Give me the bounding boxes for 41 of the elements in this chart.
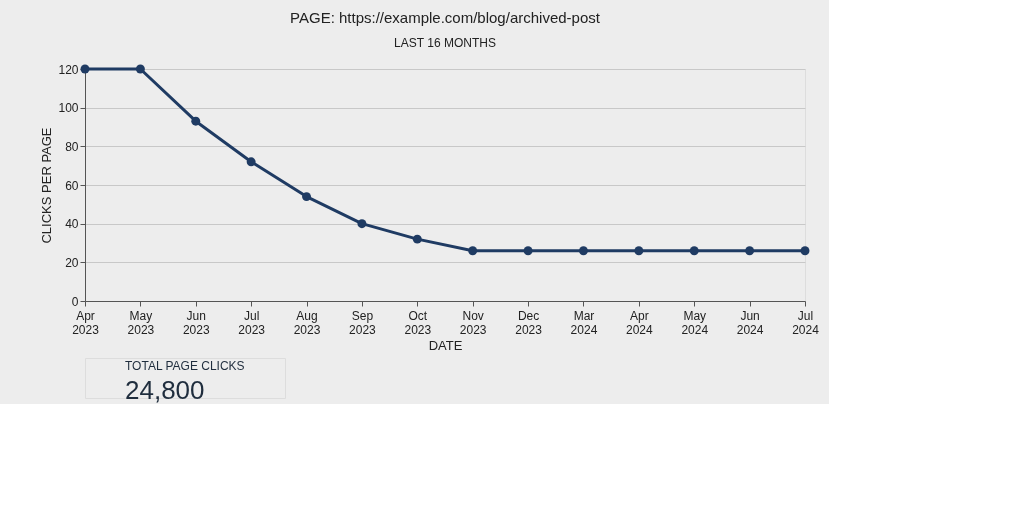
y-tick-label: 0 xyxy=(71,294,79,309)
x-tick-label: Oct 2023 xyxy=(404,308,432,337)
x-tick-label: Mar 2024 xyxy=(570,308,598,337)
point xyxy=(191,116,201,126)
y-tick-label: 80 xyxy=(65,139,79,154)
x-tick-label: Jul 2023 xyxy=(238,308,266,337)
y-tick-label: 100 xyxy=(58,101,79,116)
x-tick-label: May 2023 xyxy=(127,308,155,337)
x-axis-title: DATE xyxy=(428,337,463,353)
chart-title: PAGE: https://example.com/blog/archived-post xyxy=(290,9,601,26)
y-tick-label: 60 xyxy=(65,178,79,193)
point xyxy=(745,246,755,256)
text: 24,800 xyxy=(125,374,205,405)
point xyxy=(800,246,810,256)
x-tick-label: Jul 2024 xyxy=(792,308,820,337)
x-tick-label: Nov 2023 xyxy=(459,308,487,337)
x-tick-label: Dec 2023 xyxy=(515,308,543,337)
x-tick-label: Apr 2023 xyxy=(72,308,100,337)
y-tick-label: 120 xyxy=(58,62,79,77)
x-tick-label: Sep 2023 xyxy=(349,308,377,337)
x-tick-label: Jun 2024 xyxy=(736,308,764,337)
point xyxy=(468,246,478,256)
text: TOTAL PAGE CLICKS xyxy=(125,358,245,373)
x-tick-label: Apr 2024 xyxy=(625,308,654,337)
point xyxy=(412,234,422,244)
x-tick-label: May 2024 xyxy=(681,308,709,337)
y-tick-label: 20 xyxy=(65,255,79,270)
y-axis-title: CLICKS PER PAGE xyxy=(39,127,55,244)
y-tick-label: 40 xyxy=(65,217,79,232)
point xyxy=(357,219,367,229)
point xyxy=(578,246,588,256)
x-tick-label: Aug 2023 xyxy=(293,308,321,337)
point xyxy=(80,64,90,74)
point xyxy=(523,246,533,256)
point xyxy=(135,64,145,74)
point xyxy=(302,192,312,202)
point xyxy=(634,246,644,256)
chart-subtitle: LAST 16 MONTHS xyxy=(394,36,496,50)
point xyxy=(246,157,256,167)
x-tick-label: Jun 2023 xyxy=(182,308,210,337)
point xyxy=(689,246,699,256)
